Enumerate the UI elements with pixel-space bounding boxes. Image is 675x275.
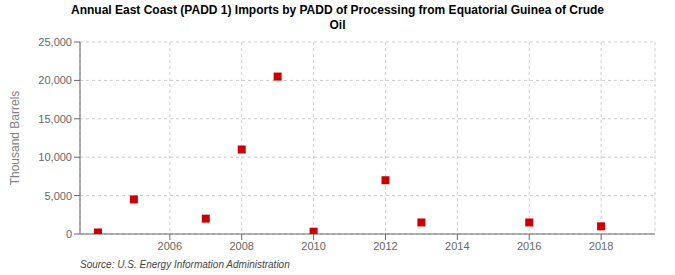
svg-text:2008: 2008 (229, 240, 253, 252)
svg-text:10,000: 10,000 (38, 151, 72, 163)
svg-text:20,000: 20,000 (38, 74, 72, 86)
html-text:Source: U.S. Energy Informatio: Source: U.S. Energy Information Administ… (80, 259, 290, 270)
svg-text:2016: 2016 (517, 240, 541, 252)
html-text:Annual East Coast (PADD 1) Imp: Annual East Coast (PADD 1) Imports by PA… (71, 3, 604, 17)
svg-text:2006: 2006 (158, 240, 182, 252)
svg-text:2014: 2014 (445, 240, 469, 252)
svg-text:25,000: 25,000 (38, 36, 72, 48)
svg-text:15,000: 15,000 (38, 113, 72, 125)
svg-text:2010: 2010 (301, 240, 325, 252)
html-text:Oil: Oil (329, 18, 346, 32)
svg-text:Thousand Barrels: Thousand Barrels (8, 91, 22, 186)
svg-text:0: 0 (66, 228, 72, 240)
svg-text:2012: 2012 (373, 240, 397, 252)
svg-text:2018: 2018 (589, 240, 613, 252)
svg-text:5,000: 5,000 (44, 190, 72, 202)
